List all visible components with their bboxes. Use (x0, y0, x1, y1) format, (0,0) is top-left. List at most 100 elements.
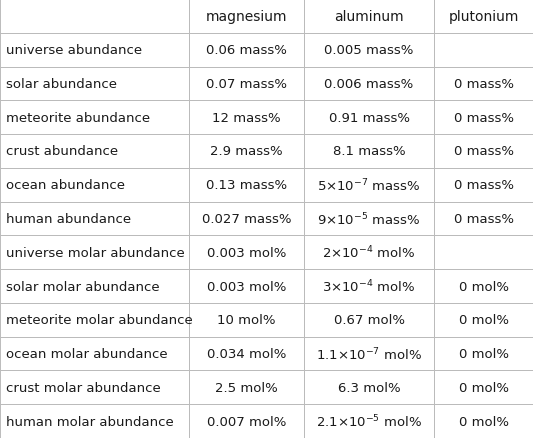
Bar (0, 371, 189, 404)
Text: 0.005 mass%: 0.005 mass% (325, 44, 414, 57)
Bar (304, 303, 434, 337)
Bar (0, 337, 189, 371)
Text: $1.1{\times}10^{-7}$ mol%: $1.1{\times}10^{-7}$ mol% (316, 346, 422, 362)
Text: magnesium: magnesium (206, 10, 287, 24)
Bar (189, 236, 304, 269)
Text: 8.1 mass%: 8.1 mass% (333, 145, 406, 158)
Text: 0.91 mass%: 0.91 mass% (329, 111, 409, 124)
Bar (189, 67, 304, 101)
Text: meteorite abundance: meteorite abundance (6, 111, 150, 124)
Text: 0 mol%: 0 mol% (459, 415, 508, 427)
Text: 0.06 mass%: 0.06 mass% (206, 44, 287, 57)
Bar (0, 67, 189, 101)
Bar (0, 404, 189, 438)
Text: 0.034 mol%: 0.034 mol% (207, 347, 286, 360)
Bar (304, 0, 434, 34)
Bar (434, 371, 533, 404)
Text: 0 mass%: 0 mass% (454, 78, 514, 91)
Bar (304, 337, 434, 371)
Text: universe molar abundance: universe molar abundance (6, 246, 185, 259)
Text: meteorite molar abundance: meteorite molar abundance (6, 314, 193, 327)
Text: 10 mol%: 10 mol% (217, 314, 276, 327)
Bar (434, 67, 533, 101)
Text: 0.006 mass%: 0.006 mass% (325, 78, 414, 91)
Text: 0.003 mol%: 0.003 mol% (207, 280, 286, 293)
Bar (0, 101, 189, 135)
Bar (189, 101, 304, 135)
Bar (0, 303, 189, 337)
Text: $2.1{\times}10^{-5}$ mol%: $2.1{\times}10^{-5}$ mol% (316, 413, 422, 429)
Text: 0 mass%: 0 mass% (454, 145, 514, 158)
Text: 0 mol%: 0 mol% (459, 314, 508, 327)
Text: human molar abundance: human molar abundance (6, 415, 174, 427)
Text: ocean abundance: ocean abundance (6, 179, 125, 192)
Text: 12 mass%: 12 mass% (212, 111, 281, 124)
Text: ocean molar abundance: ocean molar abundance (6, 347, 168, 360)
Bar (189, 202, 304, 236)
Text: crust abundance: crust abundance (6, 145, 118, 158)
Text: $9{\times}10^{-5}$ mass%: $9{\times}10^{-5}$ mass% (317, 211, 421, 227)
Bar (189, 0, 304, 34)
Bar (434, 337, 533, 371)
Bar (189, 169, 304, 202)
Bar (434, 202, 533, 236)
Bar (434, 169, 533, 202)
Text: 0 mol%: 0 mol% (459, 347, 508, 360)
Bar (189, 371, 304, 404)
Bar (304, 67, 434, 101)
Bar (0, 236, 189, 269)
Text: 6.3 mol%: 6.3 mol% (338, 381, 400, 394)
Bar (304, 101, 434, 135)
Text: 0 mass%: 0 mass% (454, 111, 514, 124)
Text: 0 mass%: 0 mass% (454, 179, 514, 192)
Text: plutonium: plutonium (448, 10, 519, 24)
Bar (434, 404, 533, 438)
Text: aluminum: aluminum (334, 10, 404, 24)
Bar (434, 236, 533, 269)
Text: crust molar abundance: crust molar abundance (6, 381, 161, 394)
Bar (434, 303, 533, 337)
Bar (189, 269, 304, 303)
Bar (0, 34, 189, 67)
Bar (189, 404, 304, 438)
Text: universe abundance: universe abundance (6, 44, 142, 57)
Bar (304, 135, 434, 169)
Bar (0, 169, 189, 202)
Text: 0.003 mol%: 0.003 mol% (207, 246, 286, 259)
Bar (304, 269, 434, 303)
Bar (189, 337, 304, 371)
Bar (304, 404, 434, 438)
Bar (434, 135, 533, 169)
Text: $3{\times}10^{-4}$ mol%: $3{\times}10^{-4}$ mol% (322, 278, 416, 295)
Bar (304, 202, 434, 236)
Bar (434, 34, 533, 67)
Text: 0.07 mass%: 0.07 mass% (206, 78, 287, 91)
Text: $2{\times}10^{-4}$ mol%: $2{\times}10^{-4}$ mol% (322, 244, 416, 261)
Text: human abundance: human abundance (6, 212, 132, 226)
Bar (304, 371, 434, 404)
Bar (0, 202, 189, 236)
Text: 0.67 mol%: 0.67 mol% (334, 314, 405, 327)
Bar (304, 236, 434, 269)
Bar (0, 0, 189, 34)
Bar (434, 101, 533, 135)
Text: 0 mol%: 0 mol% (459, 280, 508, 293)
Text: 0 mass%: 0 mass% (454, 212, 514, 226)
Text: 0.13 mass%: 0.13 mass% (206, 179, 287, 192)
Bar (189, 303, 304, 337)
Text: $5{\times}10^{-7}$ mass%: $5{\times}10^{-7}$ mass% (317, 177, 421, 194)
Bar (0, 135, 189, 169)
Bar (304, 34, 434, 67)
Text: 2.5 mol%: 2.5 mol% (215, 381, 278, 394)
Text: solar abundance: solar abundance (6, 78, 117, 91)
Bar (189, 34, 304, 67)
Text: 0 mol%: 0 mol% (459, 381, 508, 394)
Bar (189, 135, 304, 169)
Bar (434, 0, 533, 34)
Text: 0.027 mass%: 0.027 mass% (202, 212, 291, 226)
Text: solar molar abundance: solar molar abundance (6, 280, 160, 293)
Bar (434, 269, 533, 303)
Bar (304, 169, 434, 202)
Text: 0.007 mol%: 0.007 mol% (207, 415, 286, 427)
Bar (0, 269, 189, 303)
